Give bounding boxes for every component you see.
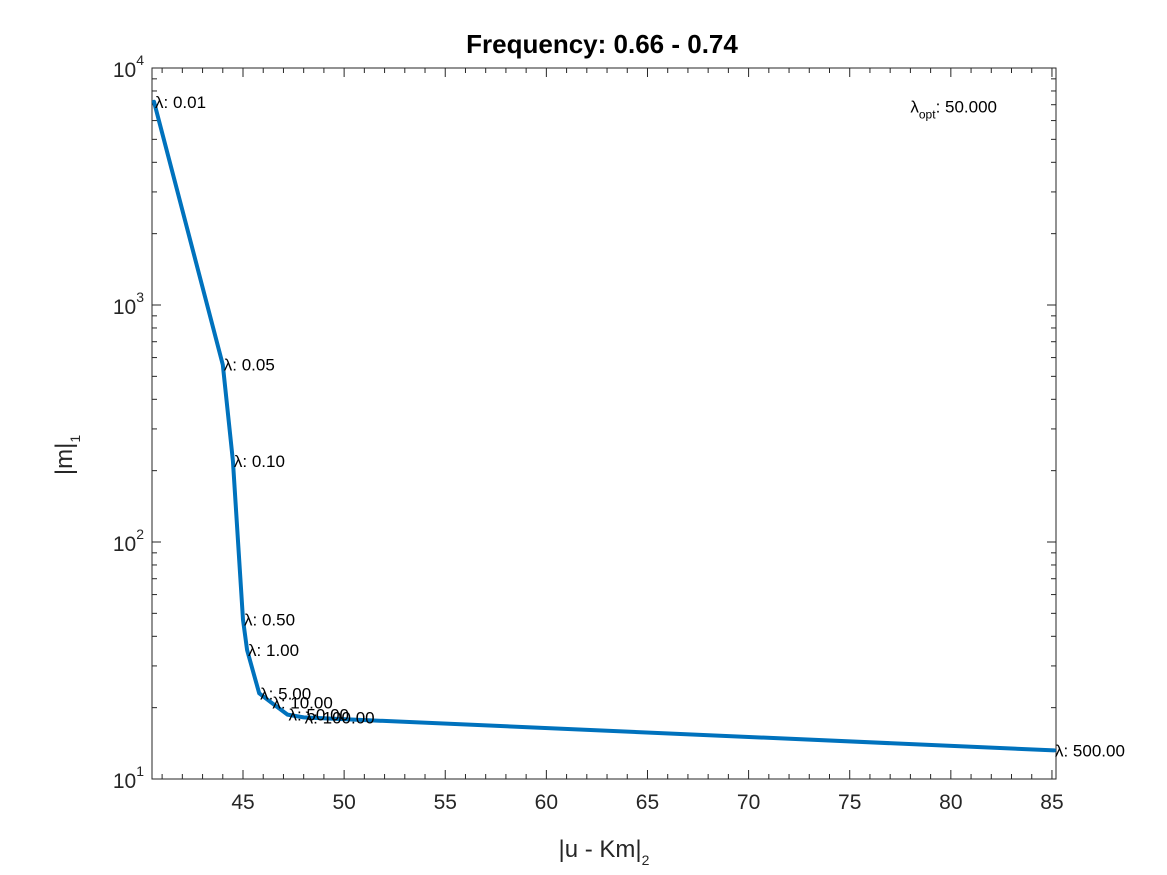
x-axis-label: |u - Km|2 <box>559 836 650 868</box>
y-tick-label-exponent: 3 <box>136 289 144 305</box>
y-tick-label-base: 10 <box>113 770 136 793</box>
y-tick-label-base: 10 <box>113 533 136 556</box>
point-label: λ: 50.00 <box>288 706 349 725</box>
point-labels: λ: 0.01 λ: 0.05 λ: 0.10 λ: 0.50 λ: 1.00 λ: 5.… <box>155 93 1125 761</box>
lambda-opt-subscript: opt <box>919 107 936 121</box>
y-tick-label-exponent: 1 <box>136 763 144 779</box>
x-axis-label-main: |u - Km| <box>559 836 642 863</box>
point-label: λ: 5.00 <box>260 684 311 703</box>
y-tick-label: 101 <box>113 763 144 793</box>
y-tick-label-base: 10 <box>113 59 136 82</box>
chart-title: Frequency: 0.66 - 0.74 <box>466 29 738 59</box>
x-tick-label: 45 <box>231 791 254 814</box>
x-tick-label: 60 <box>535 791 558 814</box>
lambda-opt-symbol: λ <box>910 97 919 116</box>
y-axis-label-main: |m| <box>51 443 78 475</box>
x-tick-label: 80 <box>939 791 962 814</box>
point-label: λ: 0.50 <box>244 611 295 630</box>
x-tick-label: 50 <box>332 791 355 814</box>
x-tick-label: 55 <box>434 791 457 814</box>
point-label: λ: 0.01 <box>155 93 206 112</box>
x-tick-label: 70 <box>737 791 760 814</box>
lambda-opt-annotation: λopt: 50.000 <box>910 97 997 121</box>
series-line <box>152 99 1056 753</box>
point-label: λ: 500.00 <box>1055 741 1125 760</box>
point-label: λ: 0.05 <box>224 356 275 375</box>
y-tick-label-exponent: 2 <box>136 526 144 542</box>
y-axis-label: |m|1 <box>51 435 83 475</box>
axes-box <box>151 67 1057 780</box>
point-label: λ: 0.10 <box>234 452 285 471</box>
y-tick-label: 103 <box>113 289 144 319</box>
y-tick-label-exponent: 4 <box>136 52 144 68</box>
x-tick-label: 75 <box>838 791 861 814</box>
lambda-opt-value: : 50.000 <box>936 97 997 116</box>
y-tick-label: 102 <box>113 526 144 556</box>
y-axis-label-subscript: 1 <box>67 435 83 443</box>
y-tick-label-base: 10 <box>113 296 136 319</box>
point-label: λ: 100.00 <box>305 708 375 727</box>
x-axis-label-subscript: 2 <box>642 852 650 868</box>
point-label: λ: 10.00 <box>272 694 333 713</box>
x-tick-label: 85 <box>1040 791 1063 814</box>
y-tick-label: 104 <box>113 52 144 82</box>
x-tick-label: 65 <box>636 791 659 814</box>
point-label: λ: 1.00 <box>248 641 299 660</box>
